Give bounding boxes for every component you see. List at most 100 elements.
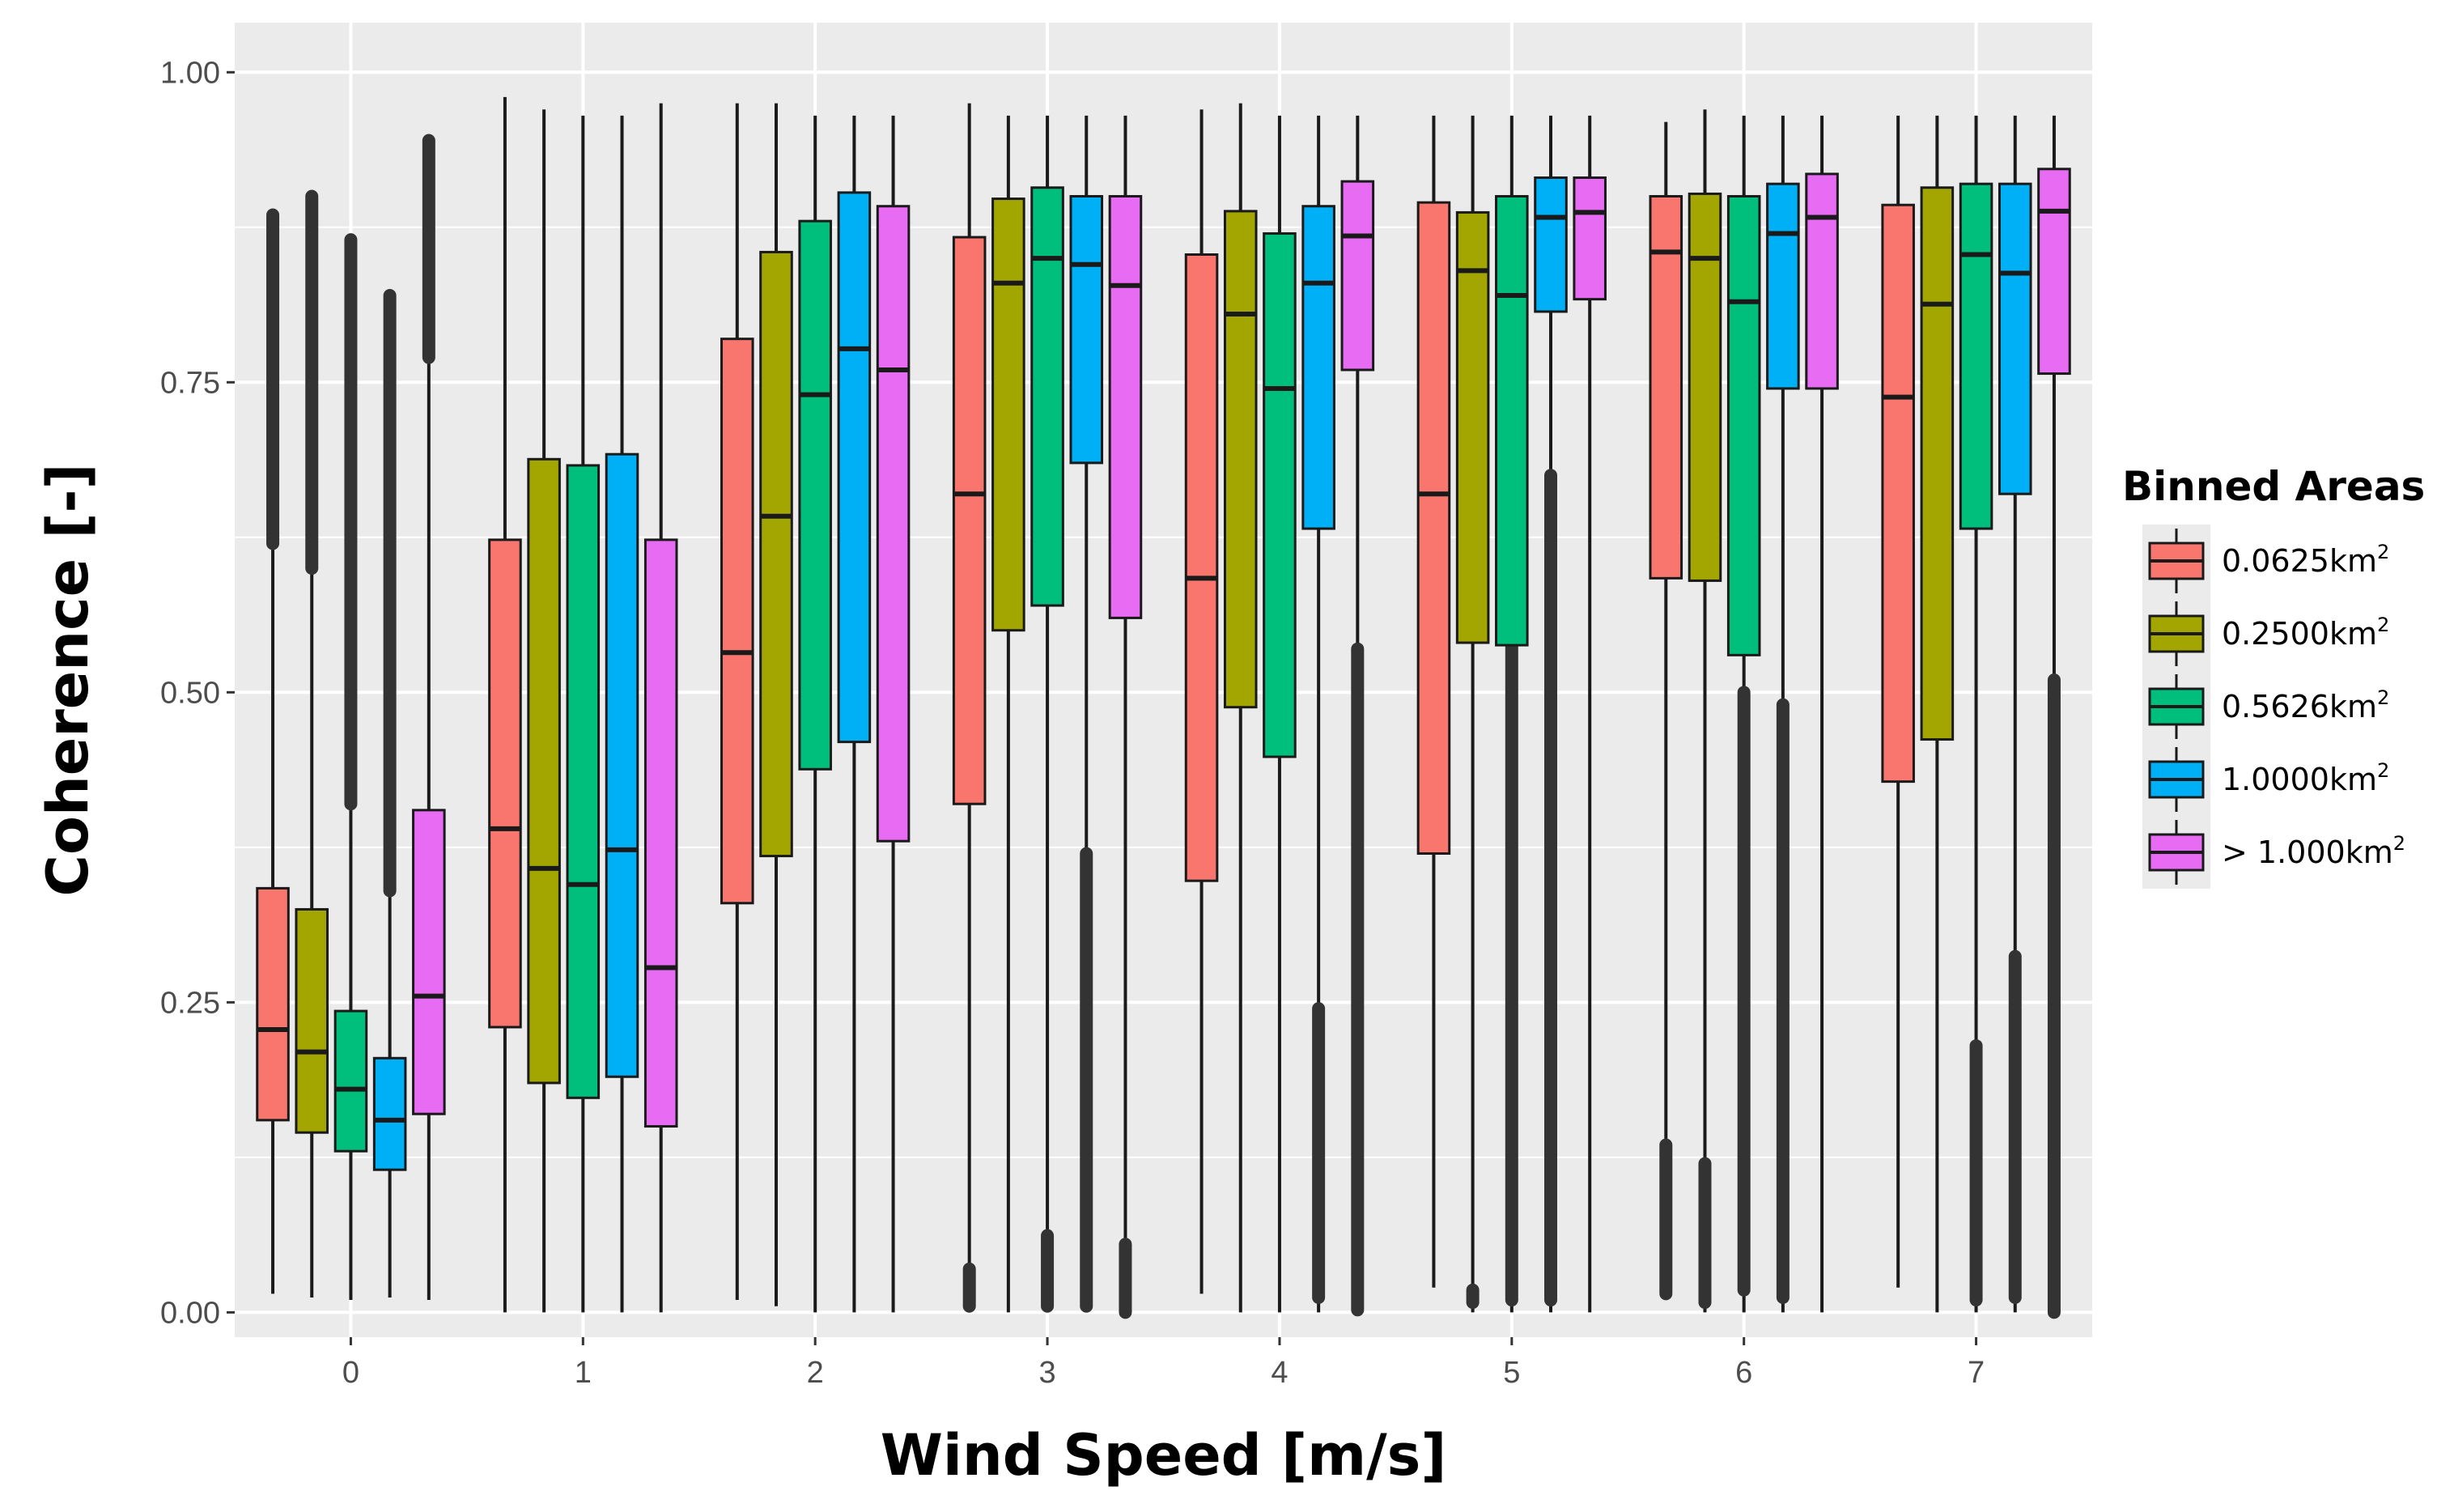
y-tick-label: 1.00 (160, 56, 220, 90)
box (952, 236, 987, 805)
box-group (1959, 115, 1993, 1313)
box (1805, 172, 1839, 390)
outlier-points (1466, 1283, 1480, 1310)
box (527, 457, 561, 1085)
outlier-points (1505, 506, 1518, 1307)
y-axis-title: Coherence [-] (35, 464, 101, 897)
box (1069, 194, 1104, 465)
box (1534, 176, 1568, 313)
box-group (1184, 109, 1219, 1294)
box (1688, 192, 1722, 582)
box-group (295, 189, 329, 1298)
legend-label: 0.0625km2 (2222, 541, 2389, 579)
box-layer (256, 96, 2071, 1319)
outlier-points (383, 289, 397, 898)
box (333, 1009, 368, 1153)
x-tick-label: 2 (807, 1356, 824, 1390)
box-group (412, 134, 446, 1301)
legend-item: 1.0000km2 (2148, 747, 2389, 812)
x-tick-label: 0 (342, 1356, 359, 1390)
box-group (1766, 115, 1800, 1313)
box-group (527, 109, 561, 1313)
outlier-points (2008, 949, 2022, 1304)
legend-label: 1.0000km2 (2222, 759, 2389, 797)
legend-label: > 1.000km2 (2222, 832, 2405, 870)
x-axis: 0 1 2 3 4 5 6 7 (342, 1337, 1985, 1390)
box-group (720, 103, 754, 1301)
box (1649, 194, 1683, 580)
box (412, 809, 446, 1115)
box (1881, 203, 1915, 784)
box-group (1301, 115, 1335, 1313)
box (1766, 182, 1800, 390)
box-group (605, 115, 639, 1313)
legend-label-text: 0.5626km (2222, 689, 2377, 724)
box-group (2037, 115, 2071, 1319)
box (488, 538, 522, 1029)
box-group (798, 115, 832, 1313)
legend: Binned Areas 0.0625km20.2500km20.5626km2… (2122, 463, 2425, 889)
outlier-points (1776, 698, 1790, 1304)
box (256, 886, 290, 1122)
box (643, 538, 678, 1128)
box-group (1340, 115, 1375, 1317)
box-group (256, 208, 290, 1294)
outlier-points (1080, 847, 1093, 1313)
y-tick-label: 0.25 (160, 986, 220, 1020)
box (1108, 194, 1143, 619)
box (876, 205, 911, 843)
box (1263, 231, 1297, 758)
box-group (1920, 115, 1955, 1313)
legend-label: 0.2500km2 (2222, 614, 2389, 652)
box-group (952, 103, 987, 1313)
box (1959, 182, 1993, 530)
legend-label-text: 1.0000km (2222, 762, 2377, 797)
outlier-points (422, 134, 435, 364)
legend-item: 0.0625km2 (2148, 529, 2389, 593)
x-tick-label: 4 (1271, 1356, 1288, 1390)
box (1573, 176, 1607, 301)
outlier-points (1312, 1002, 1326, 1304)
x-tick-label: 1 (575, 1356, 592, 1390)
legend-title: Binned Areas (2122, 463, 2425, 510)
box-group (1416, 115, 1451, 1288)
box-group (991, 115, 1025, 1313)
box (1030, 186, 1064, 607)
x-tick-label: 5 (1503, 1356, 1520, 1390)
box (605, 452, 639, 1078)
box (837, 191, 872, 744)
box-group (1263, 115, 1297, 1313)
x-tick-label: 3 (1038, 1356, 1055, 1390)
box-group (1495, 115, 1529, 1313)
box-group (1805, 115, 1839, 1313)
x-axis-title: Wind Speed [m/s] (881, 1422, 1447, 1489)
legend-item: > 1.000km2 (2148, 820, 2405, 885)
box-group (643, 103, 678, 1313)
outlier-points (266, 208, 280, 550)
outlier-points (1659, 1138, 1673, 1301)
box-group (1534, 115, 1568, 1313)
legend-label-superscript: 2 (2377, 541, 2389, 563)
box (1495, 194, 1529, 647)
box-group (1726, 115, 1761, 1313)
box-group (566, 115, 601, 1313)
box (759, 250, 793, 858)
box-group (1881, 115, 1915, 1288)
outlier-points (2047, 673, 2061, 1319)
legend-label-superscript: 2 (2377, 759, 2389, 782)
box-group (1649, 121, 1683, 1301)
box-group (1998, 115, 2032, 1313)
box (1301, 205, 1335, 530)
legend-item: 0.5626km2 (2148, 674, 2389, 739)
outlier-points (1041, 1229, 1055, 1313)
y-axis: 0.00 0.25 0.50 0.75 1.00 (160, 56, 235, 1330)
outlier-points (1969, 1038, 1983, 1307)
legend-label-text: > 1.000km (2222, 835, 2393, 870)
box-group (1223, 103, 1258, 1313)
box (1726, 194, 1761, 656)
outlier-points (1119, 1238, 1132, 1319)
y-tick-label: 0.75 (160, 366, 220, 400)
x-tick-label: 7 (1968, 1356, 1985, 1390)
box-group (333, 233, 368, 1301)
outlier-points (305, 189, 319, 575)
